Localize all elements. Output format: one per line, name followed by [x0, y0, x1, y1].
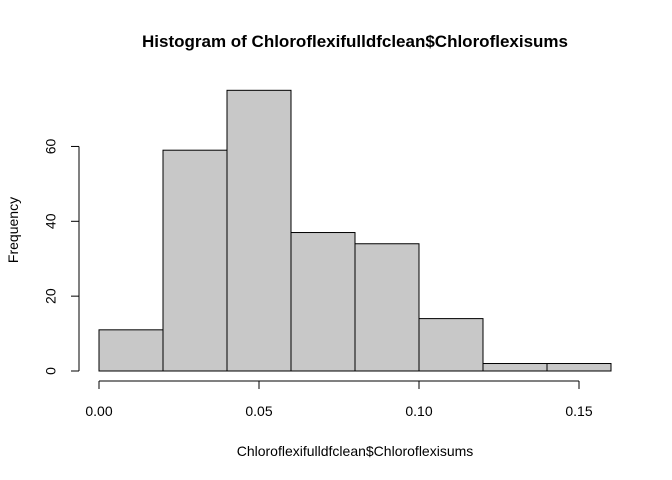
y-tick-label-1: 20 — [43, 288, 59, 304]
bars-group — [98, 89, 612, 372]
histogram-bar-3 — [290, 232, 356, 372]
x-tick-label-1: 0.05 — [245, 403, 272, 419]
histogram-bar-5 — [418, 318, 484, 372]
histogram-bar-4 — [354, 243, 420, 372]
histogram-bar-0 — [98, 329, 164, 372]
x-tick-label-2: 0.10 — [405, 403, 432, 419]
chart-title: Histogram of Chloroflexifulldfclean$Chlo… — [142, 32, 568, 51]
y-axis: 0 20 40 60 — [43, 138, 80, 375]
x-tick-label-3: 0.15 — [565, 403, 592, 419]
x-tick-label-0: 0.00 — [85, 403, 112, 419]
y-tick-label-2: 40 — [43, 213, 59, 229]
x-axis-label: Chloroflexifulldfclean$Chloroflexisums — [237, 443, 474, 459]
histogram-bar-1 — [162, 149, 228, 372]
x-axis: 0.00 0.05 0.10 0.15 — [85, 380, 593, 419]
y-axis-label: Frequency — [5, 197, 21, 263]
y-tick-label-0: 0 — [43, 367, 59, 375]
histogram-bar-2 — [226, 89, 292, 372]
histogram-bar-6 — [482, 363, 548, 372]
y-tick-label-3: 60 — [43, 138, 59, 154]
histogram-bar-7 — [546, 363, 612, 372]
